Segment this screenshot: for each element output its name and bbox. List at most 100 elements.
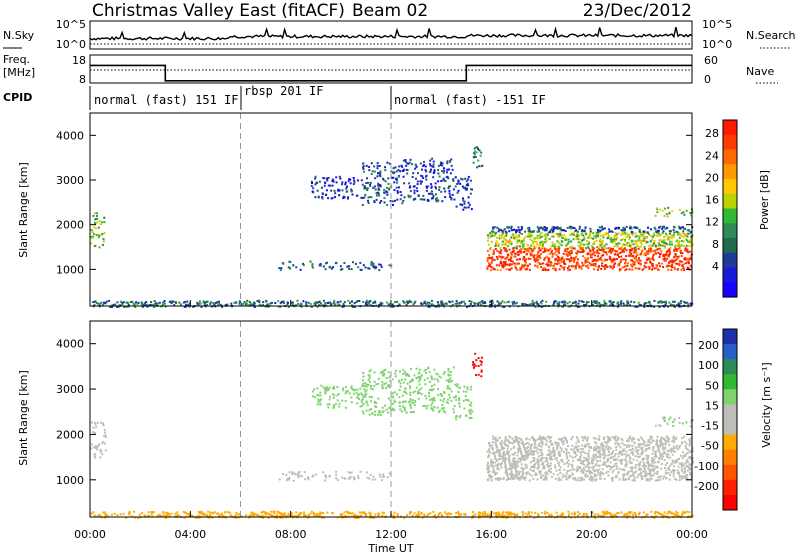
- echo-cell: [587, 465, 590, 468]
- echo-cell: [322, 304, 325, 307]
- echo-cell: [631, 259, 634, 262]
- echo-cell: [574, 256, 577, 259]
- echo-cell: [545, 233, 548, 235]
- echo-cell: [532, 302, 535, 304]
- echo-cell: [536, 302, 539, 305]
- echo-cell: [104, 434, 107, 437]
- echo-cell: [272, 510, 275, 513]
- echo-cell: [510, 225, 513, 228]
- echo-cell: [596, 471, 599, 473]
- echo-cell: [407, 194, 410, 197]
- echo-cell: [583, 236, 586, 239]
- echo-cell: [491, 479, 493, 482]
- echo-cell: [335, 176, 338, 179]
- echo-cell: [314, 302, 317, 305]
- echo-cell: [381, 479, 383, 482]
- echo-cell: [103, 429, 106, 431]
- echo-cell: [584, 231, 587, 234]
- echo-cell: [367, 196, 370, 199]
- echo-cell: [325, 386, 328, 389]
- echo-cell: [540, 437, 543, 440]
- echo-cell: [651, 459, 654, 462]
- echo-cell: [153, 303, 156, 306]
- echo-cell: [469, 388, 472, 391]
- echo-cell: [652, 439, 655, 442]
- echo-cell: [673, 250, 676, 253]
- echo-cell: [399, 382, 402, 385]
- echo-cell: [545, 236, 548, 239]
- echo-cell: [491, 232, 494, 235]
- echo-cell: [619, 452, 622, 455]
- echo-cell: [603, 265, 606, 268]
- echo-cell: [600, 226, 602, 229]
- echo-cell: [594, 265, 597, 268]
- echo-cell: [374, 402, 376, 404]
- echo-cell: [592, 458, 595, 461]
- echo-cell: [606, 253, 608, 256]
- echo-cell: [666, 257, 669, 260]
- echo-cell: [527, 449, 530, 452]
- echo-cell: [168, 300, 171, 303]
- echo-cell: [449, 195, 451, 198]
- echo-cell: [278, 478, 281, 481]
- echo-cell: [415, 377, 418, 380]
- power-cbar-swatch: [723, 164, 737, 180]
- echo-cell: [575, 454, 578, 457]
- echo-cell: [670, 450, 673, 453]
- echo-cell: [595, 300, 598, 303]
- echo-cell: [565, 472, 568, 475]
- echo-cell: [249, 302, 252, 304]
- echo-cell: [301, 475, 303, 478]
- echo-cell: [532, 457, 535, 459]
- echo-cell: [603, 299, 606, 302]
- echo-cell: [655, 450, 658, 453]
- echo-cell: [478, 165, 481, 168]
- echo-cell: [352, 183, 355, 186]
- echo-cell: [624, 238, 626, 241]
- echo-cell: [578, 235, 580, 237]
- echo-cell: [586, 436, 589, 439]
- echo-cell: [512, 477, 514, 480]
- echo-cell: [579, 461, 582, 464]
- echo-cell: [310, 180, 313, 183]
- echo-cell: [525, 250, 528, 253]
- echo-cell: [638, 237, 641, 240]
- echo-cell: [674, 253, 677, 256]
- echo-cell: [341, 268, 344, 271]
- echo-cell: [649, 475, 652, 478]
- echo-cell: [348, 265, 351, 268]
- echo-cell: [598, 301, 601, 304]
- echo-cell: [681, 477, 683, 480]
- echo-cell: [395, 186, 398, 189]
- echo-cell: [456, 385, 459, 388]
- echo-cell: [592, 301, 595, 304]
- echo-cell: [534, 472, 537, 475]
- echo-cell: [589, 263, 592, 266]
- echo-cell: [527, 235, 530, 238]
- echo-cell: [432, 388, 435, 391]
- echo-cell: [393, 391, 396, 394]
- echo-cell: [324, 474, 327, 477]
- echo-cell: [613, 249, 616, 252]
- echo-cell: [567, 258, 570, 261]
- echo-cell: [550, 229, 553, 231]
- echo-cell: [540, 265, 542, 268]
- echo-cell: [373, 170, 376, 173]
- echo-cell: [103, 232, 106, 235]
- echo-cell: [400, 164, 403, 167]
- echo-cell: [368, 477, 371, 480]
- echo-cell: [476, 146, 479, 149]
- echo-cell: [623, 265, 626, 268]
- echo-cell: [442, 177, 445, 180]
- echo-cell: [508, 230, 511, 233]
- echo-cell: [668, 265, 671, 267]
- echo-cell: [275, 513, 278, 516]
- echo-cell: [525, 473, 528, 476]
- echo-cell: [468, 409, 471, 412]
- echo-cell: [520, 451, 522, 454]
- echo-cell: [670, 235, 672, 238]
- echo-cell: [529, 452, 532, 455]
- echo-cell: [286, 479, 289, 482]
- echo-cell: [658, 226, 661, 229]
- echo-cell: [497, 468, 500, 471]
